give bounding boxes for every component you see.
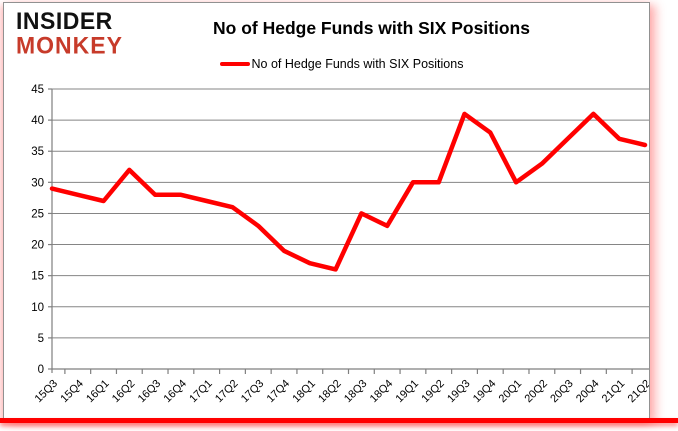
series-line	[49, 111, 648, 272]
x-tick-label: 16Q4	[162, 378, 190, 406]
line-chart-plot: 0 5 10 15 20 25 30 35 40 45 15Q315Q416Q116Q216Q316…	[31, 84, 649, 406]
legend-label: No of Hedge Funds with SIX Positions	[251, 57, 464, 71]
legend: No of Hedge Funds with SIX Positions	[34, 57, 649, 71]
insider-monkey-logo: INSIDER MONKEY	[16, 6, 123, 59]
x-tick-label: 17Q3	[239, 378, 267, 406]
x-tick-label: 19Q4	[471, 378, 499, 406]
chart-title: No of Hedge Funds with SIX Positions	[213, 18, 530, 38]
x-tick-label: 17Q4	[265, 378, 293, 406]
x-tick-label: 17Q1	[187, 378, 215, 406]
bottom-red-bar	[0, 418, 678, 423]
y-tick-label: 10	[31, 302, 44, 314]
y-tick-label: 5	[38, 333, 44, 345]
x-tick-label: 20Q4	[574, 378, 602, 406]
x-tick-label: 18Q1	[290, 378, 318, 406]
x-tick-label: 21Q2	[626, 378, 649, 406]
y-tick-label: 30	[31, 177, 44, 189]
x-tick-label: 19Q2	[419, 378, 447, 406]
x-tick-label: 20Q1	[497, 378, 525, 406]
logo-text-monkey: MONKEY	[16, 31, 123, 59]
x-tick-label: 17Q2	[213, 378, 241, 406]
x-tick-label: 21Q1	[600, 378, 628, 406]
y-tick-label: 45	[31, 84, 44, 96]
y-tick-label: 35	[31, 146, 44, 158]
x-tick-label: 20Q3	[548, 378, 576, 406]
x-tick-label: 20Q2	[522, 378, 550, 406]
y-tick-label: 40	[31, 115, 44, 127]
x-tick-label: 15Q3	[33, 378, 61, 406]
x-tick-label: 16Q1	[84, 378, 112, 406]
x-tick-label: 15Q4	[58, 378, 86, 406]
x-tick-label: 19Q3	[445, 378, 473, 406]
x-tick-label: 18Q3	[342, 378, 370, 406]
y-tick-label: 15	[31, 271, 44, 283]
chart-card: INSIDER MONKEY No of Hedge Funds with SI…	[3, 2, 650, 420]
x-tick-label: 18Q4	[368, 378, 396, 406]
y-tick-label: 20	[31, 240, 44, 252]
y-tick-label: 0	[38, 364, 44, 376]
x-tick-label: 16Q2	[110, 378, 138, 406]
x-tick-label: 19Q1	[394, 378, 422, 406]
x-tick-label: 18Q2	[316, 378, 344, 406]
y-tick-label: 25	[31, 208, 44, 220]
logo-text-insider: INSIDER	[16, 6, 113, 35]
legend-line-marker	[219, 62, 250, 66]
x-tick-label: 16Q3	[136, 378, 164, 406]
